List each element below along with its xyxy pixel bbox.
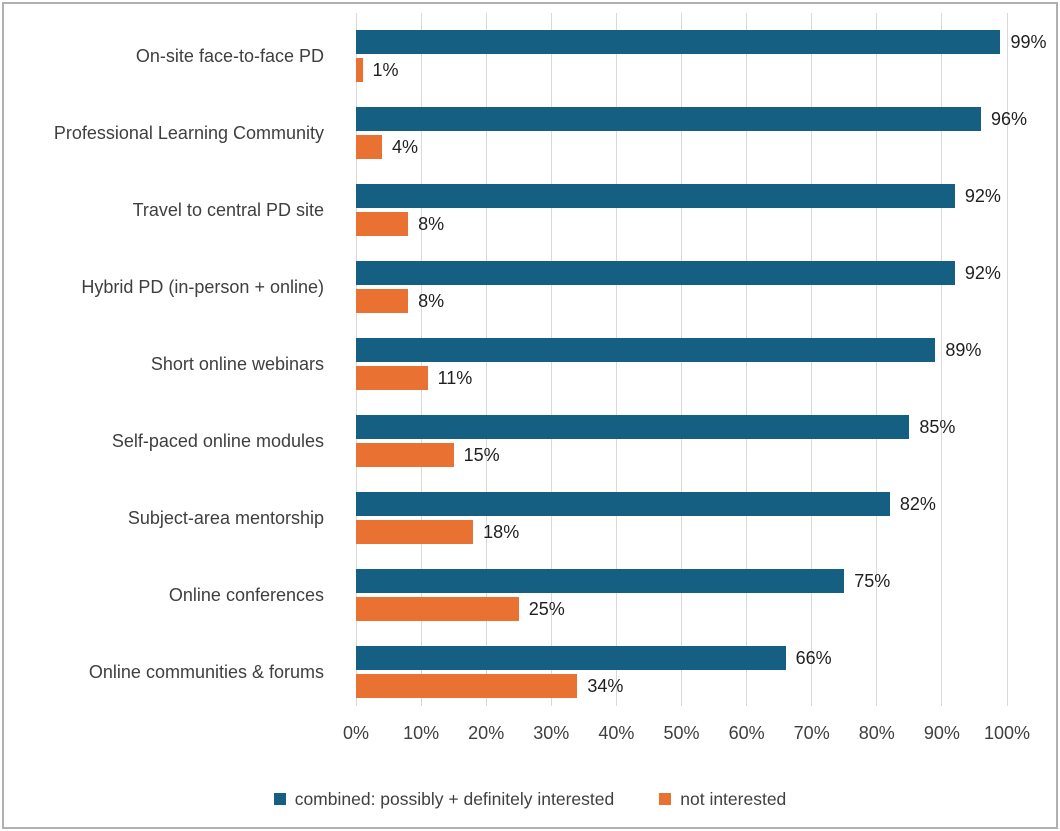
bar-not-interested [356,366,428,390]
x-tick-label: 80% [858,723,895,743]
value-label: 1% [372,59,399,80]
bar-group: 75% 25% [356,552,1007,629]
legend-label: not interested [680,788,787,809]
bar-combined-interested [356,107,981,131]
bar-group: 92% 8% [356,167,1007,244]
x-tick-label: 20% [468,723,505,743]
bar-group: 99% 1% [356,13,1047,90]
value-label: 34% [587,675,624,696]
category-label: Online conferences [168,584,324,605]
bar-not-interested [356,443,454,467]
x-tick-label: 40% [598,723,635,743]
bar-group: 66% 34% [356,629,1007,706]
category-axis: On-site face-to-face PD Professional Lear… [0,13,340,706]
bar-combined-interested [356,569,845,593]
bar-not-interested [356,520,474,544]
value-label: 25% [528,598,565,619]
gridline [941,13,943,706]
legend-swatch-not-interested [659,793,672,805]
x-tick-label: 30% [533,723,570,743]
value-label: 96% [990,108,1027,129]
bar-not-interested [356,674,578,698]
category-label: Travel to central PD site [132,199,324,220]
value-label: 8% [418,213,445,234]
bar-not-interested [356,597,519,621]
value-label: 18% [483,521,520,542]
bar-group: 82% 18% [356,475,1007,552]
x-tick-label: 90% [923,723,960,743]
legend: combined: possibly + definitely interest… [0,787,1060,811]
bar-not-interested [356,58,363,82]
plot-area: 99% 1% 96% 4% 92% 8% 92% 8% 89% 11% 85% 15% 82% 18% 75… [355,13,1047,706]
value-label: 92% [964,262,1001,283]
x-tick-label: 50% [663,723,700,743]
value-label: 89% [945,339,982,360]
value-label: 85% [919,416,956,437]
legend-label: combined: possibly + definitely interest… [294,788,615,809]
bar-group: 96% 4% [356,90,1027,167]
bar-combined-interested [356,646,786,670]
bar-combined-interested [356,261,955,285]
bar-not-interested [356,212,409,236]
x-tick-label: 60% [728,723,765,743]
bar-combined-interested [356,184,955,208]
bar-not-interested [356,289,409,313]
bar-group: 89% 11% [356,321,1007,398]
bar-group: 85% 15% [356,398,1007,475]
x-tick-label: 10% [403,723,440,743]
value-label: 75% [854,570,891,591]
value-label: 15% [463,444,500,465]
value-label: 66% [795,647,832,668]
category-label: Short online webinars [150,353,324,374]
category-label: Professional Learning Community [53,122,324,143]
category-label: Hybrid PD (in-person + online) [81,276,324,297]
bar-combined-interested [356,415,910,439]
value-label: 82% [899,493,936,514]
bar-not-interested [356,135,383,159]
x-tick-label: 100% [983,723,1031,743]
category-label: Self-paced online modules [111,430,324,451]
legend-item: combined: possibly + definitely interest… [273,788,615,810]
bar-group: 92% 8% [356,244,1007,321]
value-axis: 0% 10% 20% 30% 40% 50% 60% 70% 80% 90% 100% [343,720,1030,746]
bar-combined-interested [356,492,890,516]
value-label: 99% [1010,31,1047,52]
bar-combined-interested [356,30,1001,54]
legend-item: not interested [659,789,786,810]
value-label: 11% [437,367,473,388]
category-label: On-site face-to-face PD [135,45,324,66]
category-label: Online communities & forums [88,661,324,682]
gridline [1006,13,1008,706]
bar-combined-interested [356,338,936,362]
category-label: Subject-area mentorship [127,507,324,528]
x-tick-label: 0% [342,723,370,743]
legend-swatch-combined [273,793,286,805]
x-tick-label: 70% [793,723,830,743]
value-label: 92% [964,185,1001,206]
value-label: 8% [418,290,445,311]
value-label: 4% [392,136,419,157]
